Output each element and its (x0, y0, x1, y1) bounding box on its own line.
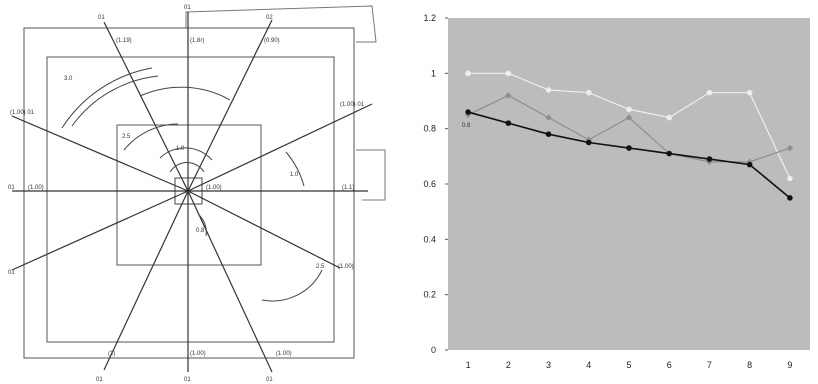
x-tick-label: 3 (546, 360, 551, 370)
radial-line-nnw (103, 21, 189, 192)
diagram-labels: 01 (1.8r) 01 (1.19) 02 (0.90) (1.00) 01 … (8, 5, 365, 383)
series-3-point (505, 120, 512, 126)
series-2-point (545, 114, 552, 121)
label-angle-se: 2.5 (316, 264, 325, 270)
label-e-outer: (1.1) (342, 185, 354, 191)
label-e-inner: (1.00) (206, 185, 222, 191)
y-tick-label: 0.8 (423, 124, 436, 134)
angle-arc-s (197, 213, 207, 237)
angle-arc-e (285, 151, 305, 187)
radial-line-sse (187, 190, 273, 373)
label-n-inner: (1.8r) (190, 38, 204, 44)
series-2-point (786, 144, 794, 152)
label-w-outer: 01 (8, 185, 15, 191)
y-tick-label: 1 (431, 68, 436, 78)
y-tick-label: 0.6 (423, 179, 436, 189)
label-s-outer: 01 (184, 377, 191, 383)
label-ssw-inner: (1) (108, 351, 115, 357)
label-n-outer: 01 (184, 5, 191, 11)
x-tick-label: 4 (586, 360, 591, 370)
connector-top (185, 5, 377, 43)
series-1-point (545, 87, 552, 93)
y-tick-label: 0 (431, 345, 436, 355)
radial-line-wsw (11, 190, 189, 271)
x-tick-label: 8 (747, 360, 752, 370)
radial-line-ese (187, 190, 341, 269)
label-nne-inner: (0.90) (264, 38, 280, 44)
middle-frame (46, 56, 335, 343)
angle-arc-nw-inner (123, 123, 179, 151)
label-sse-outer: 01 (266, 377, 273, 383)
label-sse-inner: (1.00) (276, 351, 292, 357)
y-tick-label: 0.2 (423, 290, 436, 300)
radial-lines (11, 12, 373, 373)
series-1-point (465, 70, 471, 77)
label-angle-s: 0.8 (196, 228, 205, 234)
series-3-point (746, 161, 753, 168)
series-3-point (626, 145, 632, 151)
label-s-inner: (1.00) (190, 351, 206, 357)
label-angle-nw: 2.5 (122, 134, 131, 140)
label-angle-e: 1.0 (290, 172, 299, 178)
label-wnw-outer: (1.00) 01 (10, 110, 35, 116)
series-2-point (625, 114, 633, 121)
series-3-point (706, 156, 713, 162)
label-ssw-outer: 01 (96, 377, 103, 383)
series-1-point (585, 89, 592, 96)
x-tick-label: 7 (707, 360, 712, 370)
series-3-point (545, 131, 552, 137)
series-3-point (787, 195, 793, 201)
label-nnw-inner: (1.19) (116, 38, 132, 44)
angle-arc-n-mid (139, 86, 231, 101)
series-1-point (706, 89, 713, 96)
angle-arcs (61, 67, 323, 302)
x-tick-label: 1 (466, 360, 471, 370)
series-1-point (666, 114, 673, 121)
label-wsw-outer: 01 (8, 270, 15, 276)
connector-right (356, 149, 386, 201)
series-1-point (505, 70, 512, 77)
series-3-point (585, 139, 592, 146)
angle-arc-nw-mid (71, 75, 159, 127)
radial-line-wnw (11, 115, 189, 192)
label-wnw-inner: 3.0 (64, 76, 73, 82)
label-angle-c: 1.0 (176, 146, 185, 152)
label-ese-outer: (1.00) (338, 264, 354, 270)
y-tick-label: 1.2 (423, 13, 436, 23)
series-1-point (626, 106, 632, 113)
y-tick-label: 0.4 (423, 234, 436, 244)
x-tick-label: 9 (787, 360, 792, 370)
radial-line-nne (187, 19, 273, 192)
series-3-point (666, 150, 673, 157)
x-tick-label: 6 (667, 360, 672, 370)
inner-frame (116, 124, 262, 266)
x-tick-label: 2 (506, 360, 511, 370)
angle-arc-c (159, 147, 213, 161)
data-label: 0.8 (462, 123, 471, 129)
outer-frame (23, 27, 355, 359)
label-nne-outer: 02 (266, 15, 273, 21)
label-nnw-outer: 01 (98, 15, 105, 21)
series-1-point (787, 175, 793, 182)
x-tick-label: 5 (626, 360, 631, 370)
series-1-point (746, 89, 753, 96)
radial-line-ene (187, 103, 373, 192)
line-chart: 0 0.2 0.4 0.6 0.8 1 1.2 1 2 3 4 5 6 7 8 9 0.8 (423, 13, 810, 370)
plot-area (448, 18, 810, 350)
label-w-inner: (1.00) (28, 185, 44, 191)
angle-arc-center (169, 162, 205, 173)
series-3-point (465, 109, 471, 115)
label-ene-outer: (1.00) 01 (340, 102, 365, 108)
radial-line-ssw (103, 190, 189, 371)
angle-arc-se (261, 269, 323, 302)
angle-arc-nw-outer (61, 67, 153, 129)
series-2-point (505, 92, 512, 99)
